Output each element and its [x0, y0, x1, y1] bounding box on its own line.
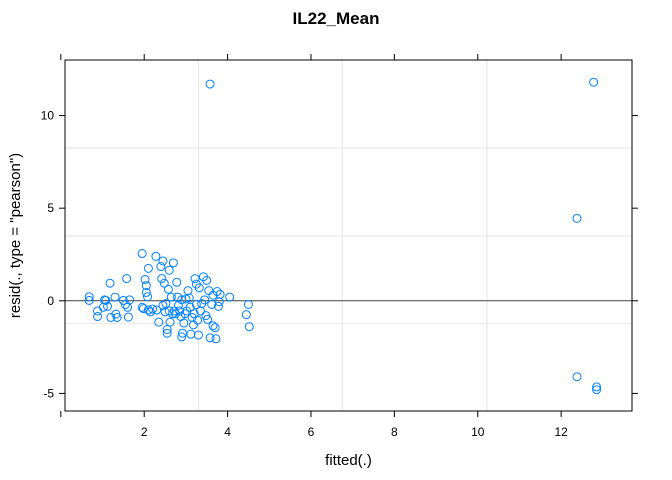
data-point [152, 305, 162, 315]
x-tick-label: 4 [224, 425, 231, 439]
x-axis-ticks: 2 4 6 8 10 12 [60, 54, 568, 439]
data-point [166, 292, 176, 302]
data-point [93, 312, 103, 322]
y-tick-label: 10 [41, 109, 55, 123]
data-point [138, 304, 148, 314]
data-point [572, 213, 582, 223]
data-point [202, 275, 212, 285]
data-point [592, 382, 602, 392]
data-point [194, 283, 204, 293]
data-point [214, 297, 224, 307]
data-point [592, 385, 602, 395]
data-point [112, 312, 122, 322]
data-point [158, 300, 168, 310]
y-tick-label: 5 [47, 201, 54, 215]
data-point [159, 278, 169, 288]
data-point [180, 309, 190, 319]
x-tick-label: 6 [308, 425, 315, 439]
data-point [211, 334, 221, 344]
data-point [184, 293, 194, 303]
data-point [162, 328, 172, 338]
data-point [106, 312, 116, 322]
data-point [122, 274, 132, 284]
data-point [145, 307, 155, 317]
data-point [185, 302, 195, 312]
data-point [200, 295, 210, 305]
y-tick-label: 0 [47, 294, 54, 308]
data-point [84, 292, 94, 302]
data-point [101, 295, 111, 305]
data-point [244, 322, 254, 332]
data-point [141, 281, 151, 291]
data-point [161, 299, 171, 309]
data-point [157, 274, 167, 284]
data-point [186, 329, 196, 339]
data-point [168, 258, 178, 268]
data-point [203, 314, 213, 324]
data-point [193, 330, 203, 340]
data-point [589, 77, 599, 87]
data-point [141, 287, 151, 297]
data-point [103, 301, 113, 311]
data-point [125, 295, 135, 305]
grid-lines [65, 60, 632, 411]
data-point [204, 286, 214, 296]
data-point [215, 289, 225, 299]
y-axis-ticks: -5 0 5 10 [41, 109, 638, 400]
data-point [137, 302, 147, 312]
data-point [183, 286, 193, 296]
data-point [225, 292, 235, 302]
data-point [165, 317, 175, 327]
data-point [154, 317, 164, 327]
data-point [205, 333, 215, 343]
x-tick-label: 10 [471, 425, 485, 439]
data-point [210, 323, 220, 333]
data-point [188, 320, 198, 330]
data-point [208, 321, 218, 331]
data-point [205, 79, 215, 89]
y-axis-label: resid(., type = "pearson") [7, 153, 24, 318]
x-tick-label: 8 [391, 425, 398, 439]
data-point [137, 249, 147, 259]
x-axis-label: fitted(.) [325, 452, 372, 469]
data-point [140, 274, 150, 284]
data-point [156, 262, 166, 272]
data-points [84, 77, 602, 395]
data-point [241, 310, 251, 320]
data-point [151, 251, 161, 261]
data-point [123, 302, 133, 312]
data-point [123, 312, 133, 322]
data-point [105, 278, 115, 288]
data-point [179, 318, 189, 328]
data-point [190, 274, 200, 284]
data-point [110, 292, 120, 302]
data-point [181, 294, 191, 304]
data-point [212, 287, 222, 297]
data-point [118, 295, 128, 305]
data-point [243, 299, 253, 309]
data-point [143, 263, 153, 273]
data-point [143, 292, 153, 302]
data-point [163, 284, 173, 294]
data-point [84, 295, 94, 305]
data-point [164, 306, 174, 316]
data-point [175, 306, 185, 316]
x-tick-label: 2 [141, 425, 148, 439]
data-point [148, 304, 158, 314]
data-point [177, 332, 187, 342]
data-point [193, 315, 203, 325]
data-point [172, 277, 182, 287]
y-tick-label: -5 [43, 386, 54, 400]
data-point [191, 299, 201, 309]
plot-panel-border [64, 59, 633, 412]
data-point [158, 256, 168, 266]
chart-title: IL22_Mean [293, 9, 380, 28]
data-point [572, 372, 582, 382]
x-tick-label: 12 [554, 425, 568, 439]
data-point [213, 301, 223, 311]
data-point [164, 265, 174, 275]
